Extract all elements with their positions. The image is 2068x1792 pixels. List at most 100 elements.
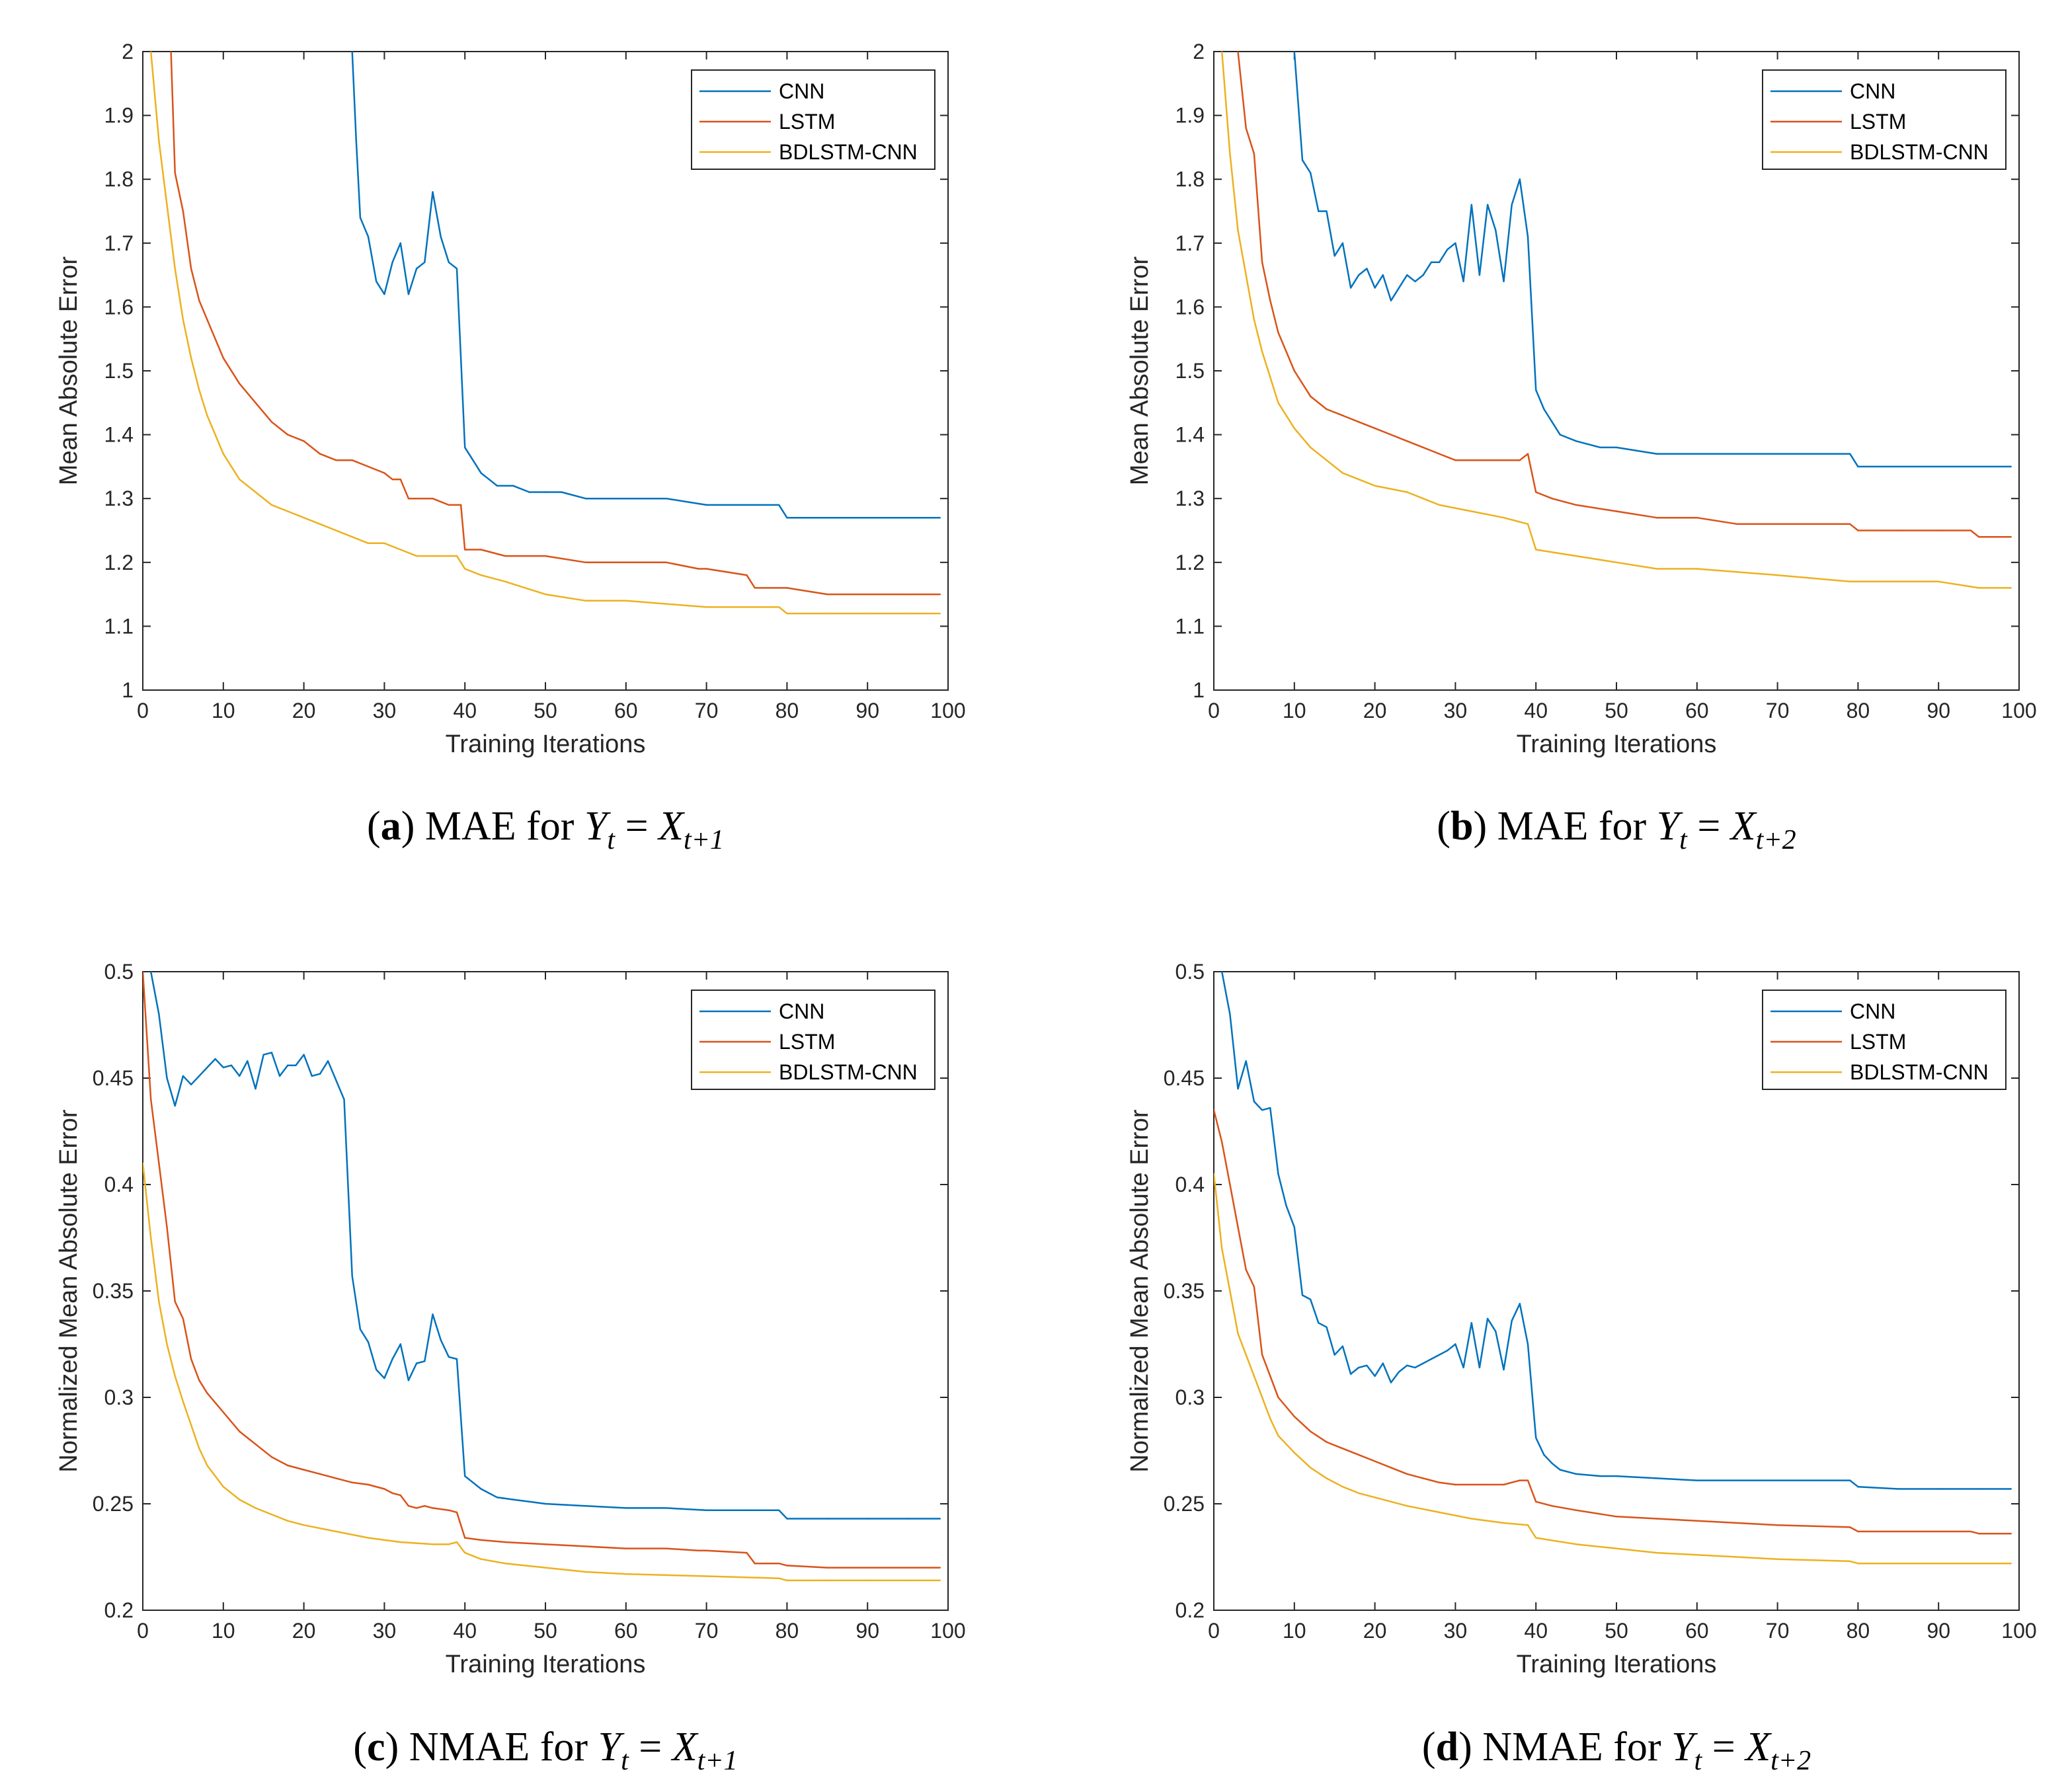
panel-a-caption: (a) MAE for Yt = Xt+1 [367,804,724,855]
x-tick-label: 90 [855,699,879,722]
data-point-lstm [746,574,748,576]
data-point-cnn [496,485,498,487]
x-tick-label: 10 [1283,1619,1306,1643]
panel-c: 0 10 20 30 40 50 60 70 80 90 100 0.2 0.25 0.3 0.35 0.4 0… [55,960,966,1776]
data-point-bdlstm-cnn [456,1541,458,1543]
data-point-cnn [247,1060,249,1062]
y-tick-label: 0.25 [1164,1492,1205,1516]
data-point-bdlstm-cnn [1535,1537,1537,1539]
data-point-lstm [464,549,466,551]
data-point-cnn [1511,1319,1513,1322]
data-point-lstm [287,434,289,436]
data-point-lstm [1527,453,1529,455]
data-point-cnn [770,504,772,506]
x-tick-label: 80 [1847,1619,1870,1643]
data-point-lstm [1938,1530,1940,1533]
data-point-bdlstm-cnn [166,204,168,206]
data-point-bdlstm-cnn [778,1577,780,1579]
data-point-bdlstm-cnn [1849,580,1851,582]
data-point-lstm [697,568,699,570]
data-point-cnn [1422,274,1424,276]
y-tick-label: 0.2 [104,1598,134,1622]
data-point-cnn [1229,1013,1231,1015]
data-point-lstm [1229,1183,1231,1186]
data-point-lstm [906,593,909,596]
data-point-lstm [1977,1532,1980,1535]
panel-a-legend: CNN LSTM BDLSTM-CNN [691,69,935,170]
data-point-cnn [1462,280,1464,282]
data-point-lstm [867,1567,869,1569]
x-tick-label: 100 [930,1619,965,1643]
data-point-cnn [327,1060,329,1062]
data-point-lstm [939,593,941,596]
series-line-lstm [1237,52,2011,538]
data-point-cnn [496,1497,498,1499]
caption-label: NMAE for [1482,1725,1671,1770]
data-point-bdlstm-cnn [1470,510,1472,512]
x-tick-label: 20 [292,699,316,722]
x-tick-label: 80 [776,1619,799,1643]
data-point-lstm [1358,1454,1360,1456]
y-tick-label: 0.5 [104,960,134,984]
data-point-lstm [222,357,224,359]
data-point-bdlstm-cnn [1615,1547,1618,1549]
data-point-bdlstm-cnn [939,1579,941,1582]
data-point-lstm [1519,1479,1521,1481]
x-tick-label: 100 [930,699,965,722]
x-tick-label: 30 [373,699,397,722]
data-point-lstm [407,1505,410,1507]
data-point-bdlstm-cnn [2010,1563,2012,1565]
x-axis-label: Training Iterations [446,1651,646,1678]
data-point-cnn [1599,446,1601,449]
x-tick-label: 80 [1847,699,1870,722]
data-point-cnn [182,1075,184,1077]
data-point-cnn [1535,1437,1537,1439]
data-point-cnn [1478,274,1481,276]
data-point-cnn [432,1313,434,1315]
caption-rhs: X [1729,804,1757,849]
y-tick-label: 0.35 [1164,1279,1205,1303]
data-point-lstm [746,1551,748,1554]
data-point-cnn [1237,1087,1239,1090]
data-point-lstm [335,459,337,461]
caption-rhs: X [670,1725,699,1770]
y-tick-label: 0.25 [93,1492,134,1516]
data-point-bdlstm-cnn [544,1567,547,1569]
data-point-bdlstm-cnn [1310,446,1312,449]
x-tick-label: 10 [1283,699,1306,722]
data-point-cnn [1776,453,1778,455]
legend-label-cnn: CNN [1850,79,1895,103]
data-point-bdlstm-cnn [222,1486,224,1488]
data-point-bdlstm-cnn [625,1573,627,1575]
x-tick-label: 10 [212,1619,235,1643]
data-point-bdlstm-cnn [367,542,370,544]
data-point-lstm [424,498,426,500]
data-point-lstm [1519,459,1521,461]
data-point-bdlstm-cnn [1655,1551,1658,1554]
data-point-lstm [1277,1396,1279,1399]
y-tick-label: 1.4 [1175,423,1205,447]
data-point-cnn [1736,453,1738,455]
y-tick-label: 1.7 [1175,231,1205,255]
data-point-bdlstm-cnn [867,612,869,615]
data-point-bdlstm-cnn [480,574,482,576]
y-tick-label: 1.1 [1175,614,1205,638]
data-point-lstm [391,1492,393,1495]
data-point-cnn [1527,1343,1529,1345]
caption-rhs-sub: t+1 [684,825,724,855]
data-point-bdlstm-cnn [1849,1560,1851,1563]
data-point-bdlstm-cnn [270,1513,273,1516]
data-point-bdlstm-cnn [174,1375,176,1377]
data-point-bdlstm-cnn [448,1543,450,1545]
caption-rhs: X [1743,1725,1772,1770]
data-point-bdlstm-cnn [287,510,289,512]
data-point-cnn [480,472,482,474]
data-point-lstm [158,1162,160,1165]
x-tick-label: 0 [1208,699,1220,722]
data-point-bdlstm-cnn [1341,472,1344,474]
data-point-lstm [2010,1532,2012,1535]
data-point-bdlstm-cnn [150,1237,152,1239]
data-point-lstm [1326,1441,1328,1443]
data-point-lstm [407,498,410,500]
legend-label-lstm: LSTM [779,110,835,134]
